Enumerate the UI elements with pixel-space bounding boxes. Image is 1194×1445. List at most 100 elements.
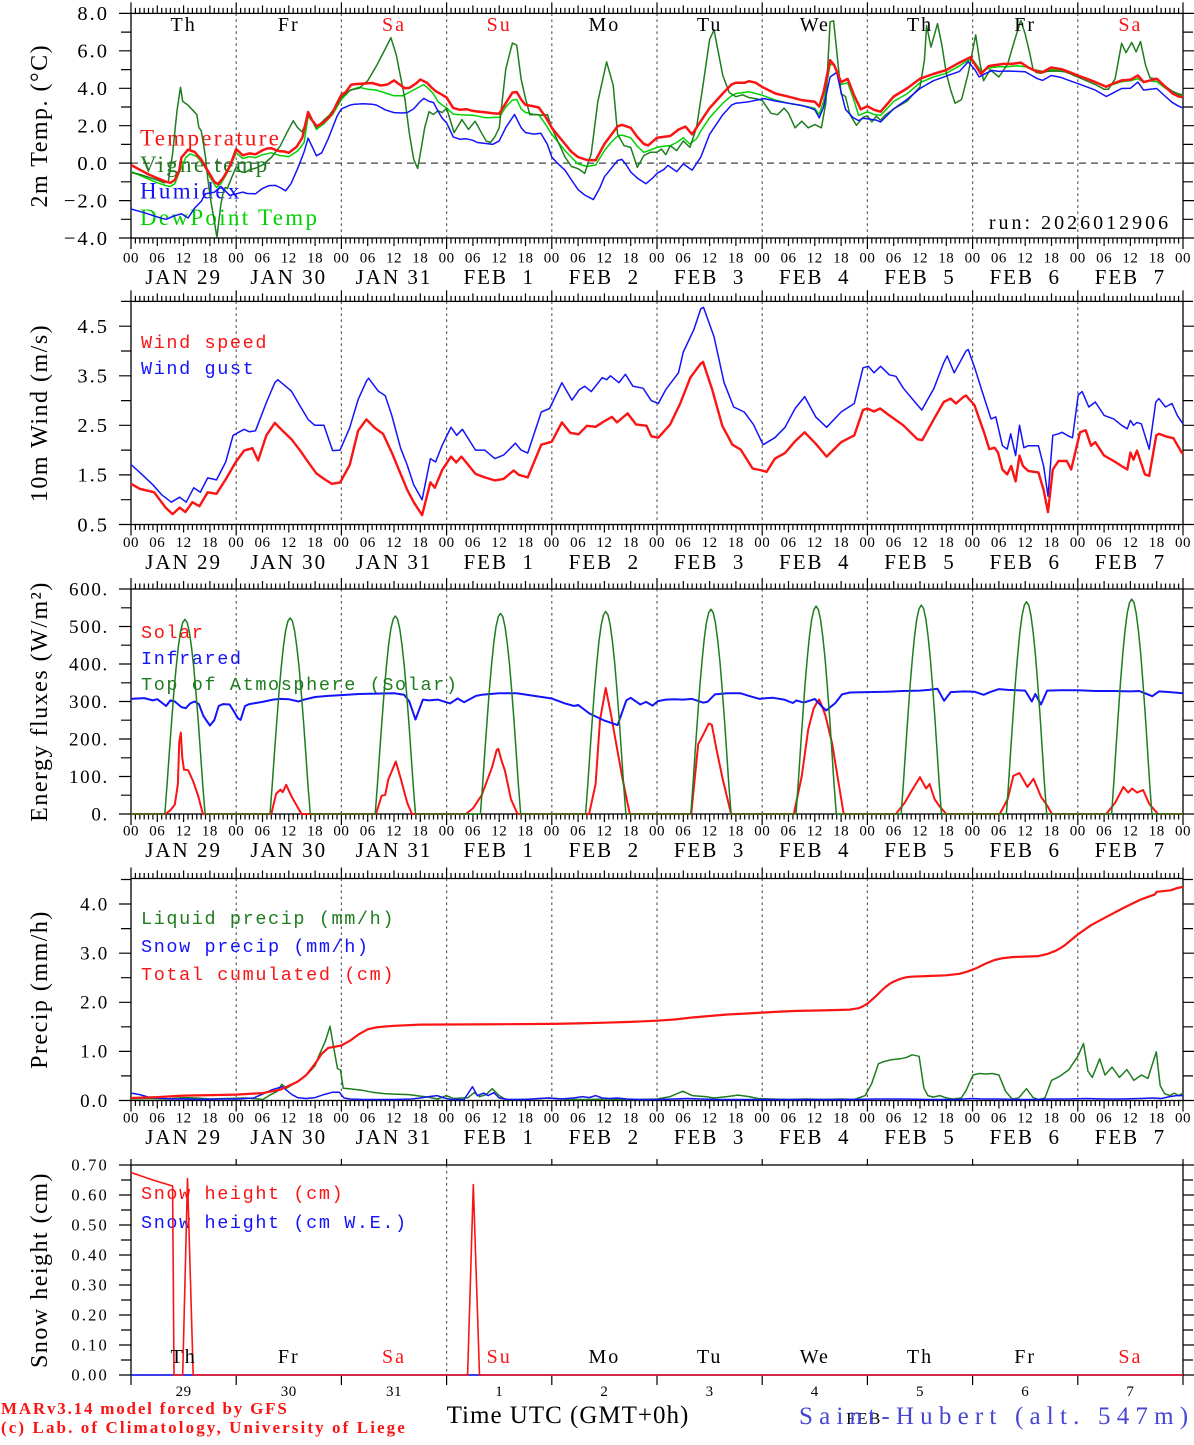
svg-text:Sa: Sa — [382, 14, 406, 36]
svg-text:JAN 29: JAN 29 — [145, 1125, 222, 1149]
svg-text:FEB 7: FEB 7 — [1095, 1125, 1167, 1149]
svg-text:18: 18 — [938, 1111, 954, 1127]
svg-text:00: 00 — [333, 251, 349, 267]
svg-text:12: 12 — [1122, 824, 1138, 840]
svg-text:00: 00 — [333, 535, 349, 551]
svg-text:(c) Lab. of Climatology, Unive: (c) Lab. of Climatology, University of L… — [1, 1418, 407, 1437]
svg-text:JAN 31: JAN 31 — [356, 1125, 433, 1149]
svg-text:18: 18 — [1044, 1111, 1060, 1127]
svg-text:FEB 3: FEB 3 — [674, 838, 746, 862]
svg-text:12: 12 — [176, 824, 192, 840]
svg-text:Saint-Hubert (alt. 547m): Saint-Hubert (alt. 547m) — [799, 1403, 1194, 1430]
svg-text:00: 00 — [1070, 251, 1086, 267]
svg-text:06: 06 — [465, 535, 481, 551]
svg-text:Su: Su — [487, 14, 512, 36]
svg-text:18: 18 — [307, 251, 323, 267]
svg-text:06: 06 — [465, 1111, 481, 1127]
svg-text:Sa: Sa — [1118, 14, 1142, 36]
svg-text:00: 00 — [1070, 535, 1086, 551]
svg-text:2.0: 2.0 — [80, 993, 109, 1014]
svg-text:FEB 6: FEB 6 — [989, 550, 1061, 574]
svg-text:12: 12 — [386, 251, 402, 267]
svg-text:FEB 2: FEB 2 — [569, 265, 641, 289]
svg-text:FEB 5: FEB 5 — [884, 838, 956, 862]
svg-text:18: 18 — [412, 535, 428, 551]
svg-text:FEB 6: FEB 6 — [989, 1125, 1061, 1149]
svg-text:Fr: Fr — [1014, 14, 1036, 36]
svg-text:06: 06 — [886, 1111, 902, 1127]
svg-text:00: 00 — [859, 251, 875, 267]
svg-text:12: 12 — [702, 824, 718, 840]
svg-text:12: 12 — [1122, 535, 1138, 551]
svg-text:Infrared: Infrared — [141, 649, 243, 670]
svg-text:06: 06 — [1096, 824, 1112, 840]
svg-text:00: 00 — [965, 824, 981, 840]
svg-text:12: 12 — [1017, 1111, 1033, 1127]
svg-text:2m Temp. (°C): 2m Temp. (°C) — [27, 44, 53, 208]
svg-text:00: 00 — [439, 824, 455, 840]
svg-text:00: 00 — [649, 1111, 665, 1127]
svg-text:5: 5 — [916, 1384, 924, 1400]
svg-text:FEB 1: FEB 1 — [463, 265, 535, 289]
svg-text:18: 18 — [728, 1111, 744, 1127]
svg-text:00: 00 — [123, 535, 139, 551]
svg-text:12: 12 — [386, 535, 402, 551]
svg-text:18: 18 — [623, 535, 639, 551]
svg-text:18: 18 — [1044, 535, 1060, 551]
svg-text:12: 12 — [702, 251, 718, 267]
svg-text:JAN 30: JAN 30 — [250, 1125, 327, 1149]
svg-text:0.60: 0.60 — [71, 1185, 109, 1204]
svg-text:FEB 2: FEB 2 — [569, 1125, 641, 1149]
svg-text:0.0: 0.0 — [80, 1091, 109, 1112]
svg-text:Precip (mm/h): Precip (mm/h) — [27, 910, 53, 1069]
svg-text:12: 12 — [807, 1111, 823, 1127]
svg-text:00: 00 — [123, 1111, 139, 1127]
svg-text:FEB 3: FEB 3 — [674, 550, 746, 574]
svg-text:FEB 6: FEB 6 — [989, 265, 1061, 289]
svg-text:12: 12 — [491, 1111, 507, 1127]
svg-text:−2.0: −2.0 — [64, 190, 109, 212]
svg-text:400.: 400. — [69, 654, 109, 675]
svg-text:06: 06 — [1096, 251, 1112, 267]
svg-text:Tu: Tu — [697, 14, 723, 36]
svg-text:00: 00 — [228, 535, 244, 551]
svg-text:18: 18 — [202, 535, 218, 551]
svg-text:4.0: 4.0 — [80, 894, 109, 915]
svg-text:06: 06 — [570, 535, 586, 551]
svg-text:18: 18 — [412, 1111, 428, 1127]
svg-text:JAN 29: JAN 29 — [145, 265, 222, 289]
svg-text:8.0: 8.0 — [77, 3, 109, 25]
svg-text:06: 06 — [465, 824, 481, 840]
svg-text:300.: 300. — [69, 692, 109, 713]
svg-text:00: 00 — [859, 535, 875, 551]
svg-text:18: 18 — [938, 824, 954, 840]
svg-text:31: 31 — [386, 1384, 402, 1400]
svg-text:12: 12 — [176, 1111, 192, 1127]
svg-text:JAN 30: JAN 30 — [250, 265, 327, 289]
svg-text:0.00: 0.00 — [71, 1365, 109, 1384]
svg-text:06: 06 — [360, 535, 376, 551]
svg-text:00: 00 — [1175, 251, 1191, 267]
svg-text:18: 18 — [1149, 251, 1165, 267]
svg-text:06: 06 — [360, 824, 376, 840]
svg-text:FEB 1: FEB 1 — [463, 838, 535, 862]
svg-text:Top of Atmosphere (Solar): Top of Atmosphere (Solar) — [141, 675, 459, 696]
svg-text:12: 12 — [912, 1111, 928, 1127]
svg-text:00: 00 — [965, 535, 981, 551]
svg-text:00: 00 — [1070, 1111, 1086, 1127]
svg-text:500.: 500. — [69, 617, 109, 638]
svg-text:06: 06 — [781, 251, 797, 267]
svg-text:06: 06 — [1096, 1111, 1112, 1127]
svg-text:0.: 0. — [91, 804, 109, 825]
svg-text:12: 12 — [807, 535, 823, 551]
svg-text:Snow precip (mm/h): Snow precip (mm/h) — [141, 937, 370, 958]
svg-text:4.5: 4.5 — [77, 316, 109, 338]
svg-text:JAN 31: JAN 31 — [356, 550, 433, 574]
svg-text:06: 06 — [149, 1111, 165, 1127]
svg-text:06: 06 — [991, 824, 1007, 840]
svg-text:Solar: Solar — [141, 623, 205, 644]
svg-text:Liquid precip (mm/h): Liquid precip (mm/h) — [141, 909, 395, 930]
svg-text:FEB 1: FEB 1 — [463, 1125, 535, 1149]
svg-text:00: 00 — [1175, 1111, 1191, 1127]
svg-text:06: 06 — [675, 1111, 691, 1127]
